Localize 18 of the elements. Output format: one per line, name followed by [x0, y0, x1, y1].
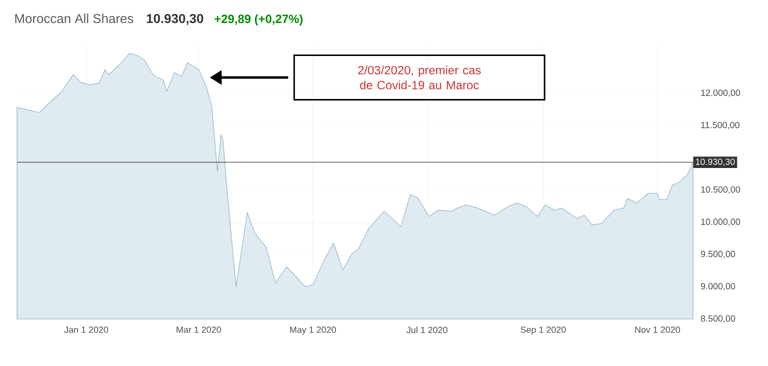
y-tick-label: 8.500,00 [700, 315, 736, 323]
annotation: 2/03/2020, premier cas de Covid-19 au Maroc [358, 66, 481, 90]
text: +29,89 (+0,27%) [214, 14, 303, 26]
x-tick-label: May 1 2020 [290, 326, 336, 335]
x-tick-label: Mar 1 2020 [176, 326, 221, 333]
chart-subtitle: 10.930,30 [146, 14, 204, 25]
y-tick-label: 11.500,00 [701, 122, 740, 130]
y-tick-label: 10.500,00 [701, 186, 740, 194]
x-tick-label: Nov 1 2020 [635, 326, 680, 333]
y-tick-label: 12.000,00 [701, 90, 740, 97]
y-tick-label: 9.000,00 [700, 283, 736, 290]
x-tick-label: Sep 1 2020 [520, 326, 566, 335]
chart-title: Moroccan All Shares [15, 14, 134, 24]
x-tick-label: Jan 1 2020 [64, 326, 108, 333]
ref-line-label: 10.930,30 [696, 158, 735, 166]
y-tick-label: 10.000,00 [701, 218, 740, 226]
y-tick-label: 9.500,00 [700, 250, 736, 258]
x-tick-label: Jul 1 2020 [406, 326, 448, 334]
